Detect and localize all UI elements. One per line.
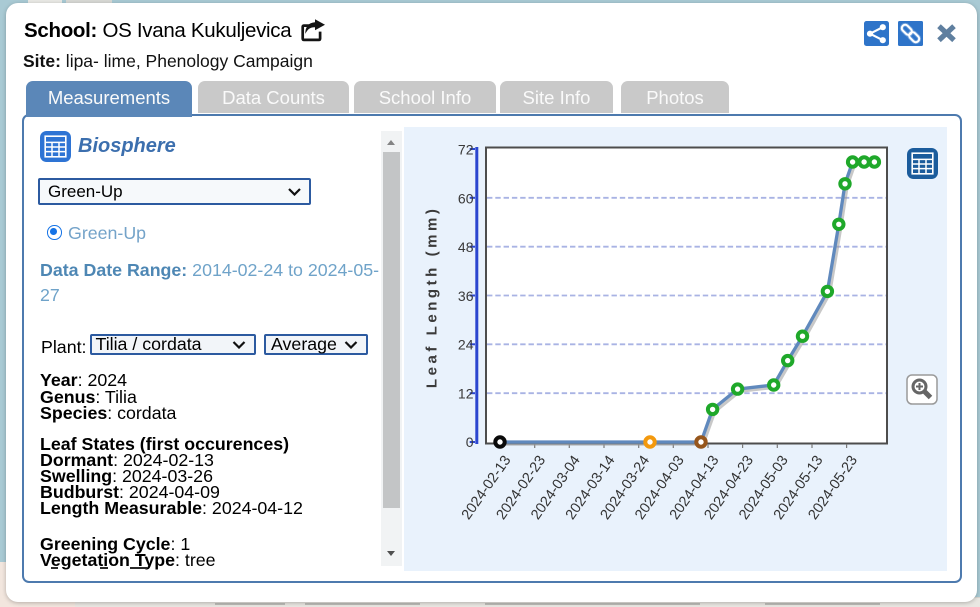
svg-text:36: 36 <box>458 288 474 304</box>
svg-text:24: 24 <box>458 337 474 353</box>
svg-text:12: 12 <box>458 386 474 402</box>
svg-text:48: 48 <box>458 239 474 255</box>
svg-text:60: 60 <box>458 190 474 206</box>
svg-text:Leaf Length (mm): Leaf Length (mm) <box>424 209 441 388</box>
svg-text:72: 72 <box>458 142 474 158</box>
svg-text:0: 0 <box>466 434 474 450</box>
